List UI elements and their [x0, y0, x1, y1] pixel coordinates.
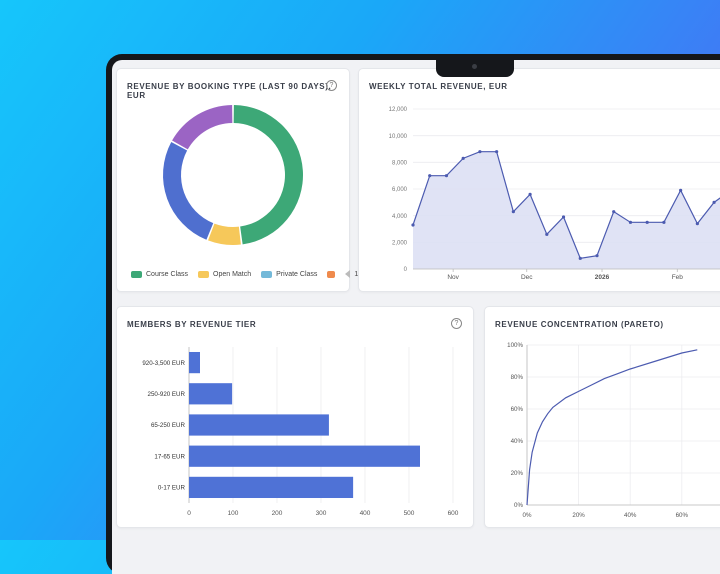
laptop-frame: REVENUE BY BOOKING TYPE (LAST 90 DAYS), … [106, 54, 720, 574]
legend-item-course-class[interactable]: Course Class [131, 270, 189, 278]
x-tick-label: 400 [360, 510, 371, 517]
data-point [545, 232, 549, 236]
y-tick-label: 0-17 EUR [158, 485, 186, 492]
data-point [511, 210, 515, 214]
data-point [461, 156, 465, 160]
y-tick-label: 100% [507, 342, 523, 349]
y-tick-label: 0% [514, 502, 523, 509]
data-point [561, 215, 566, 219]
data-point [428, 174, 432, 178]
y-tick-label: 0 [404, 267, 408, 273]
y-tick-label: 40% [511, 438, 524, 445]
x-tick-label: 60% [676, 512, 689, 519]
data-point [645, 220, 649, 224]
donut-chart [162, 105, 304, 246]
legend-item-private-class[interactable]: Private Class [261, 270, 318, 278]
card-title: MEMBERS BY REVENUE TIER [127, 320, 257, 329]
members-by-revenue-tier-card: MEMBERS BY REVENUE TIER ? 0 100 200 300 400 5… [116, 306, 474, 528]
data-point [695, 222, 699, 226]
y-tick-label: 80% [511, 374, 524, 381]
y-tick-label: 6,000 [392, 187, 408, 193]
camera-notch [436, 60, 514, 77]
y-tick-label: 17-65 EUR [154, 453, 185, 460]
bar [189, 383, 233, 405]
donut-slice-1 [208, 223, 241, 246]
weekly-total-revenue-card: WEEKLY TOTAL REVENUE, EUR 0 2,000 4,000 6,0… [358, 68, 720, 292]
x-tick-label: Dec [521, 274, 533, 281]
card-title: REVENUE BY BOOKING TYPE (LAST 90 DAYS), … [127, 82, 332, 100]
y-tick-label: 2,000 [392, 241, 408, 247]
y-tick-label: 920-3,500 EUR [142, 360, 185, 367]
y-tick-label: 4,000 [392, 214, 408, 220]
x-tick-label: Feb [672, 274, 684, 281]
bar [189, 445, 420, 467]
donut-slice-3 [172, 105, 233, 150]
legend-item-open-match[interactable]: Open Match [198, 270, 252, 278]
y-tick-label: 8,000 [392, 161, 408, 167]
legend-label: Open Match [213, 270, 252, 278]
x-tick-label: 2026 [595, 274, 610, 281]
donut-slice-2 [162, 142, 214, 240]
legend-label: Private Class [276, 270, 318, 278]
legend-swatch [261, 270, 273, 278]
revenue-by-booking-type-card: REVENUE BY BOOKING TYPE (LAST 90 DAYS), … [116, 68, 374, 292]
camera-icon [472, 64, 477, 69]
help-icon[interactable]: ? [326, 80, 337, 91]
card-title: REVENUE CONCENTRATION (PARETO) [495, 320, 664, 329]
revenue-concentration-card: REVENUE CONCENTRATION (PARETO) 0% 20% 40% 6… [484, 306, 720, 528]
pareto-chart: 0%20%40%60%80%100%0%20%40%60%80% [507, 342, 720, 519]
bar [189, 414, 329, 436]
data-point [578, 256, 582, 260]
data-point [662, 220, 666, 224]
members-bar-chart: 0 100 200 300 400 500 600 920-3,500 EUR 250-920 … [142, 347, 459, 517]
data-point [411, 223, 415, 227]
data-point [595, 254, 599, 258]
y-tick-label: 65-250 EUR [151, 422, 186, 429]
legend-swatch [327, 270, 336, 278]
chart-legend: Course Class Open Match Private Class 1/… [131, 270, 374, 278]
x-tick-label: 0 [187, 510, 191, 517]
x-tick-label: 100 [228, 510, 239, 517]
data-point [712, 200, 716, 204]
bar [189, 351, 200, 374]
x-tick-label: 40% [624, 512, 637, 519]
x-tick-label: Nov [447, 274, 459, 281]
x-tick-label: 0% [523, 512, 532, 519]
data-point [495, 150, 499, 154]
y-tick-label: 20% [511, 470, 524, 477]
x-tick-label: 600 [448, 510, 459, 517]
legend-label: Course Class [146, 270, 189, 278]
y-tick-label: 10,000 [389, 134, 408, 140]
data-point [528, 192, 532, 196]
pareto-line [526, 349, 698, 506]
data-point [612, 210, 616, 214]
data-point [679, 188, 683, 192]
help-icon[interactable]: ? [451, 318, 462, 329]
x-tick-label: 200 [272, 510, 283, 517]
x-tick-label: 20% [572, 512, 585, 519]
y-tick-label: 250-920 EUR [148, 391, 186, 398]
data-point [628, 220, 633, 224]
pager-prev-icon[interactable] [345, 270, 351, 278]
card-title: WEEKLY TOTAL REVENUE, EUR [369, 82, 508, 91]
legend-swatch [198, 270, 210, 278]
y-tick-label: 12,000 [389, 107, 408, 113]
dashboard-screen: REVENUE BY BOOKING TYPE (LAST 90 DAYS), … [112, 60, 720, 574]
x-tick-label: 500 [404, 510, 415, 517]
weekly-revenue-chart: 0 2,000 4,000 6,000 8,000 10,000 12,000 Nov Dec 2… [389, 107, 720, 281]
x-tick-label: 300 [316, 510, 327, 517]
y-tick-label: 60% [511, 406, 524, 413]
data-point [444, 174, 449, 178]
bar [189, 476, 354, 499]
data-point [478, 150, 482, 154]
legend-swatch [131, 270, 142, 278]
legend-item-partial[interactable] [327, 270, 336, 278]
donut-slice-0 [233, 105, 304, 245]
area-fill [413, 151, 720, 269]
